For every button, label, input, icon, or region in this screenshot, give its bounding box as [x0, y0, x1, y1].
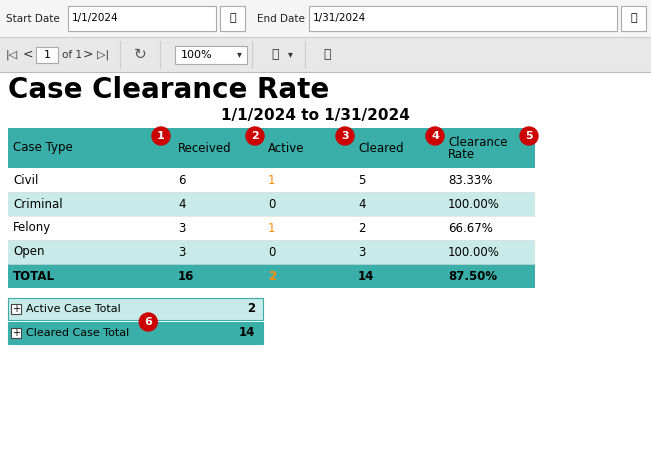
- Text: |◁: |◁: [6, 49, 18, 60]
- Circle shape: [152, 127, 170, 145]
- Text: 3: 3: [358, 246, 365, 258]
- Text: 💾: 💾: [271, 48, 279, 61]
- Text: 1/31/2024: 1/31/2024: [313, 14, 367, 23]
- Text: End Date: End Date: [257, 14, 305, 23]
- FancyBboxPatch shape: [8, 264, 535, 288]
- Text: 1/1/2024: 1/1/2024: [72, 14, 118, 23]
- Text: 87.50%: 87.50%: [448, 270, 497, 283]
- FancyBboxPatch shape: [8, 128, 535, 168]
- Text: 100%: 100%: [181, 50, 213, 59]
- Circle shape: [336, 127, 354, 145]
- FancyBboxPatch shape: [309, 6, 617, 31]
- Text: 4: 4: [178, 198, 186, 211]
- Text: 6: 6: [178, 174, 186, 186]
- Text: 1: 1: [268, 174, 275, 186]
- FancyBboxPatch shape: [0, 37, 651, 72]
- Text: Cleared Case Total: Cleared Case Total: [26, 328, 130, 338]
- Text: Rate: Rate: [448, 148, 475, 161]
- Text: Start Date: Start Date: [6, 14, 60, 23]
- Text: +: +: [12, 304, 20, 314]
- Text: 3: 3: [178, 221, 186, 234]
- Text: ▷|: ▷|: [97, 49, 109, 60]
- Text: 5: 5: [358, 174, 365, 186]
- FancyBboxPatch shape: [68, 6, 216, 31]
- FancyBboxPatch shape: [8, 322, 263, 344]
- Text: Criminal: Criminal: [13, 198, 62, 211]
- Text: 5: 5: [525, 131, 533, 141]
- Text: 3: 3: [178, 246, 186, 258]
- Text: 0: 0: [268, 198, 275, 211]
- Text: 6: 6: [145, 317, 152, 327]
- Circle shape: [426, 127, 444, 145]
- Text: Cleared: Cleared: [358, 141, 404, 154]
- FancyBboxPatch shape: [621, 6, 646, 31]
- Text: 3: 3: [341, 131, 349, 141]
- Circle shape: [520, 127, 538, 145]
- Text: Open: Open: [13, 246, 44, 258]
- Text: 0: 0: [268, 246, 275, 258]
- Text: Clearance: Clearance: [448, 135, 508, 148]
- Text: 4: 4: [431, 131, 439, 141]
- Text: Active: Active: [268, 141, 305, 154]
- Text: Received: Received: [178, 141, 232, 154]
- Text: 14: 14: [239, 327, 255, 339]
- Text: 📅: 📅: [229, 14, 236, 23]
- Text: Case Type: Case Type: [13, 141, 73, 154]
- Text: 2: 2: [247, 302, 255, 315]
- Text: 1: 1: [44, 50, 51, 59]
- FancyBboxPatch shape: [8, 168, 535, 192]
- FancyBboxPatch shape: [0, 72, 651, 450]
- Text: Felony: Felony: [13, 221, 51, 234]
- Text: 83.33%: 83.33%: [448, 174, 492, 186]
- Text: 🖨: 🖨: [324, 48, 331, 61]
- Text: ▾: ▾: [236, 50, 242, 59]
- FancyBboxPatch shape: [8, 192, 535, 216]
- Text: TOTAL: TOTAL: [13, 270, 55, 283]
- Text: of 1: of 1: [62, 50, 82, 59]
- Text: 2: 2: [358, 221, 365, 234]
- FancyBboxPatch shape: [8, 216, 535, 240]
- Circle shape: [246, 127, 264, 145]
- Text: Civil: Civil: [13, 174, 38, 186]
- Text: 1/1/2024 to 1/31/2024: 1/1/2024 to 1/31/2024: [221, 108, 410, 123]
- Text: <: <: [23, 48, 33, 61]
- FancyBboxPatch shape: [11, 304, 21, 314]
- Circle shape: [139, 313, 158, 331]
- Text: 14: 14: [358, 270, 374, 283]
- Text: 2: 2: [268, 270, 276, 283]
- Text: +: +: [12, 328, 20, 338]
- FancyBboxPatch shape: [175, 45, 247, 63]
- Text: 16: 16: [178, 270, 195, 283]
- Text: 1: 1: [157, 131, 165, 141]
- Text: 66.67%: 66.67%: [448, 221, 493, 234]
- Text: 1: 1: [268, 221, 275, 234]
- Text: ↻: ↻: [133, 47, 146, 62]
- FancyBboxPatch shape: [36, 46, 58, 63]
- Text: 100.00%: 100.00%: [448, 246, 500, 258]
- Text: 4: 4: [358, 198, 365, 211]
- Text: 100.00%: 100.00%: [448, 198, 500, 211]
- FancyBboxPatch shape: [11, 328, 21, 338]
- Text: ▾: ▾: [288, 50, 292, 59]
- FancyBboxPatch shape: [8, 298, 263, 320]
- Text: Active Case Total: Active Case Total: [26, 304, 120, 314]
- Text: >: >: [83, 48, 93, 61]
- Text: 2: 2: [251, 131, 259, 141]
- Text: Case Clearance Rate: Case Clearance Rate: [8, 76, 329, 104]
- FancyBboxPatch shape: [8, 240, 535, 264]
- FancyBboxPatch shape: [0, 0, 651, 37]
- Text: 📅: 📅: [630, 14, 637, 23]
- FancyBboxPatch shape: [220, 6, 245, 31]
